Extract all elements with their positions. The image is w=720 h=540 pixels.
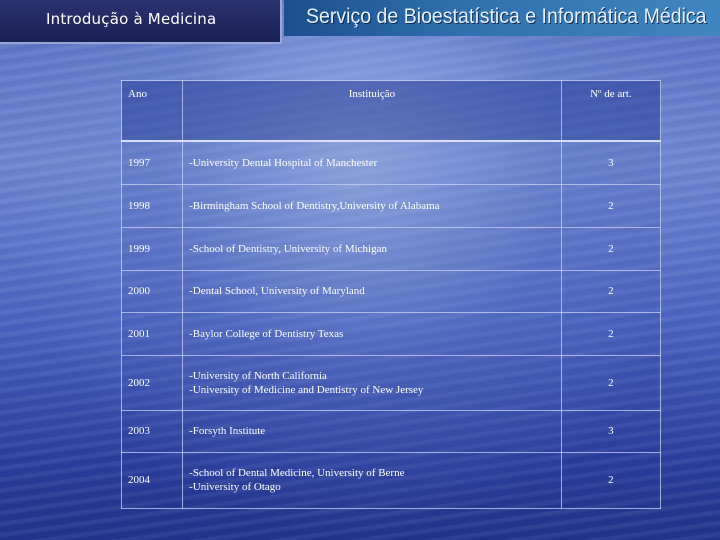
cell-institution: -University of North California -Univers… [182,354,562,411]
cell-year: 1999 [120,226,184,271]
institution-line: -School of Dental Medicine, University o… [189,467,405,479]
institution-line: -Forsyth Institute [189,425,266,437]
table-row: 1998 -Birmingham School of Dentistry,Uni… [120,183,662,228]
institution-line: -School of Dentistry, University of Mich… [189,242,387,255]
table-row: 2003 -Forsyth Institute 3 [120,409,662,453]
table-row: 2002 -University of North California -Un… [120,354,662,411]
cell-institution: -School of Dental Medicine, University o… [182,451,562,509]
table-header-row: Ano Instituição Nº de art. [120,80,662,142]
cell-count: 3 [560,140,662,185]
cell-count: 2 [560,183,662,228]
cell-year: 2004 [120,451,184,509]
cell-count: 3 [560,409,662,453]
cell-institution: -Dental School, University of Maryland [182,269,562,313]
column-header-institution: Instituição [182,80,562,142]
cell-year: 2000 [120,269,184,313]
cell-institution: -University Dental Hospital of Mancheste… [182,140,562,185]
table-row: 2000 -Dental School, University of Maryl… [120,269,662,313]
cell-year: 1997 [120,140,184,185]
slide-title-box: Introdução à Medicina [0,0,282,44]
cell-count: 2 [560,226,662,271]
institution-line: -Dental School, University of Maryland [189,285,365,297]
slide-title: Introdução à Medicina [46,10,217,28]
cell-count: 2 [560,451,662,509]
cell-count: 2 [560,354,662,411]
table-row: 2001 -Baylor College of Dentistry Texas … [120,311,662,356]
cell-year: 1998 [120,183,184,228]
cell-count: 2 [560,269,662,313]
institution-line: -Birmingham School of Dentistry,Universi… [189,199,440,212]
table-row: 1997 -University Dental Hospital of Manc… [120,140,662,185]
institution-line: -Baylor College of Dentistry Texas [189,327,344,340]
institution-line: -University of Medicine and Dentistry of… [189,383,424,396]
cell-institution: -Forsyth Institute [182,409,562,453]
column-header-year: Ano [120,80,184,142]
institution-line: -University Dental Hospital of Mancheste… [189,156,378,169]
cell-institution: -School of Dentistry, University of Mich… [182,226,562,271]
cell-institution: -Birmingham School of Dentistry,Universi… [182,183,562,228]
cell-count: 2 [560,311,662,356]
cell-year: 2002 [120,354,184,411]
cell-year: 2003 [120,409,184,453]
column-header-count: Nº de art. [560,80,662,142]
banner-text: Serviço de Bioestatística e Informática … [306,5,707,28]
table-row: 2004 -School of Dental Medicine, Univers… [120,451,662,509]
articles-table: Ano Instituição Nº de art. 1997 -Univers… [120,80,662,509]
institution-line: -University of Otago [189,481,281,493]
cell-year: 2001 [120,311,184,356]
department-banner: Serviço de Bioestatística e Informática … [284,0,720,36]
institution-line: -University of North California [189,369,327,382]
cell-institution: -Baylor College of Dentistry Texas [182,311,562,356]
table-row: 1999 -School of Dentistry, University of… [120,226,662,271]
